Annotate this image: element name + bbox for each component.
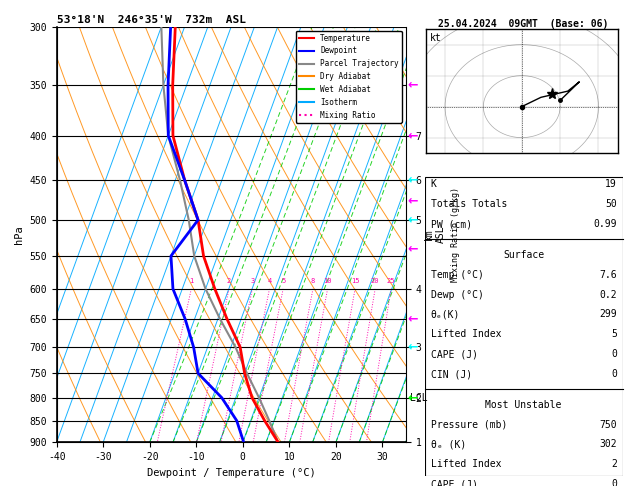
- Text: 0.99: 0.99: [593, 219, 617, 229]
- Text: 4: 4: [267, 278, 272, 284]
- Text: ←: ←: [408, 213, 418, 226]
- Text: Lifted Index: Lifted Index: [430, 330, 501, 339]
- Text: 25: 25: [387, 278, 396, 284]
- Text: 15: 15: [351, 278, 359, 284]
- Text: 1: 1: [189, 278, 194, 284]
- Y-axis label: km
ASL: km ASL: [424, 226, 446, 243]
- Text: 302: 302: [599, 439, 617, 450]
- Legend: Temperature, Dewpoint, Parcel Trajectory, Dry Adiabat, Wet Adiabat, Isotherm, Mi: Temperature, Dewpoint, Parcel Trajectory…: [296, 31, 402, 122]
- Text: ←: ←: [408, 243, 418, 256]
- Text: 299: 299: [599, 310, 617, 319]
- Text: 5: 5: [611, 330, 617, 339]
- Text: LCL: LCL: [410, 393, 428, 403]
- X-axis label: Dewpoint / Temperature (°C): Dewpoint / Temperature (°C): [147, 468, 316, 478]
- Text: θₑ(K): θₑ(K): [430, 310, 460, 319]
- Text: PW (cm): PW (cm): [430, 219, 472, 229]
- Text: ←: ←: [408, 194, 418, 207]
- Text: 10: 10: [323, 278, 332, 284]
- Text: CAPE (J): CAPE (J): [430, 479, 477, 486]
- Text: 3: 3: [250, 278, 255, 284]
- Bar: [425, 177, 623, 476]
- Text: 5: 5: [281, 278, 286, 284]
- Text: CIN (J): CIN (J): [430, 369, 472, 379]
- Text: Dewp (°C): Dewp (°C): [430, 290, 484, 299]
- Text: CAPE (J): CAPE (J): [430, 349, 477, 359]
- Text: Most Unstable: Most Unstable: [486, 400, 562, 410]
- Text: ←: ←: [408, 312, 418, 326]
- Text: Temp (°C): Temp (°C): [430, 270, 484, 280]
- Text: ←: ←: [408, 79, 418, 91]
- Text: 2: 2: [227, 278, 231, 284]
- Text: K: K: [430, 179, 437, 190]
- Text: ←: ←: [408, 129, 418, 142]
- Text: Totals Totals: Totals Totals: [430, 199, 507, 209]
- Text: 0: 0: [611, 369, 617, 379]
- Text: θₑ (K): θₑ (K): [430, 439, 465, 450]
- Y-axis label: hPa: hPa: [14, 225, 24, 244]
- Text: ←: ←: [408, 391, 418, 404]
- Text: Mixing Ratio (g/kg): Mixing Ratio (g/kg): [451, 187, 460, 282]
- Text: Pressure (mb): Pressure (mb): [430, 419, 507, 430]
- Text: ←: ←: [408, 174, 418, 187]
- Text: Lifted Index: Lifted Index: [430, 459, 501, 469]
- Text: 2: 2: [611, 459, 617, 469]
- Text: Surface: Surface: [503, 250, 544, 260]
- Text: 7.6: 7.6: [599, 270, 617, 280]
- Text: 53°18'N  246°35'W  732m  ASL: 53°18'N 246°35'W 732m ASL: [57, 15, 245, 25]
- Text: 0: 0: [611, 479, 617, 486]
- Text: 0: 0: [611, 349, 617, 359]
- Text: 19: 19: [605, 179, 617, 190]
- Text: ←: ←: [408, 341, 418, 354]
- Text: 750: 750: [599, 419, 617, 430]
- Text: 25.04.2024  09GMT  (Base: 06): 25.04.2024 09GMT (Base: 06): [438, 19, 609, 29]
- Text: 8: 8: [311, 278, 315, 284]
- Text: 20: 20: [371, 278, 379, 284]
- Text: 50: 50: [605, 199, 617, 209]
- Text: kt: kt: [430, 33, 442, 43]
- Text: 0.2: 0.2: [599, 290, 617, 299]
